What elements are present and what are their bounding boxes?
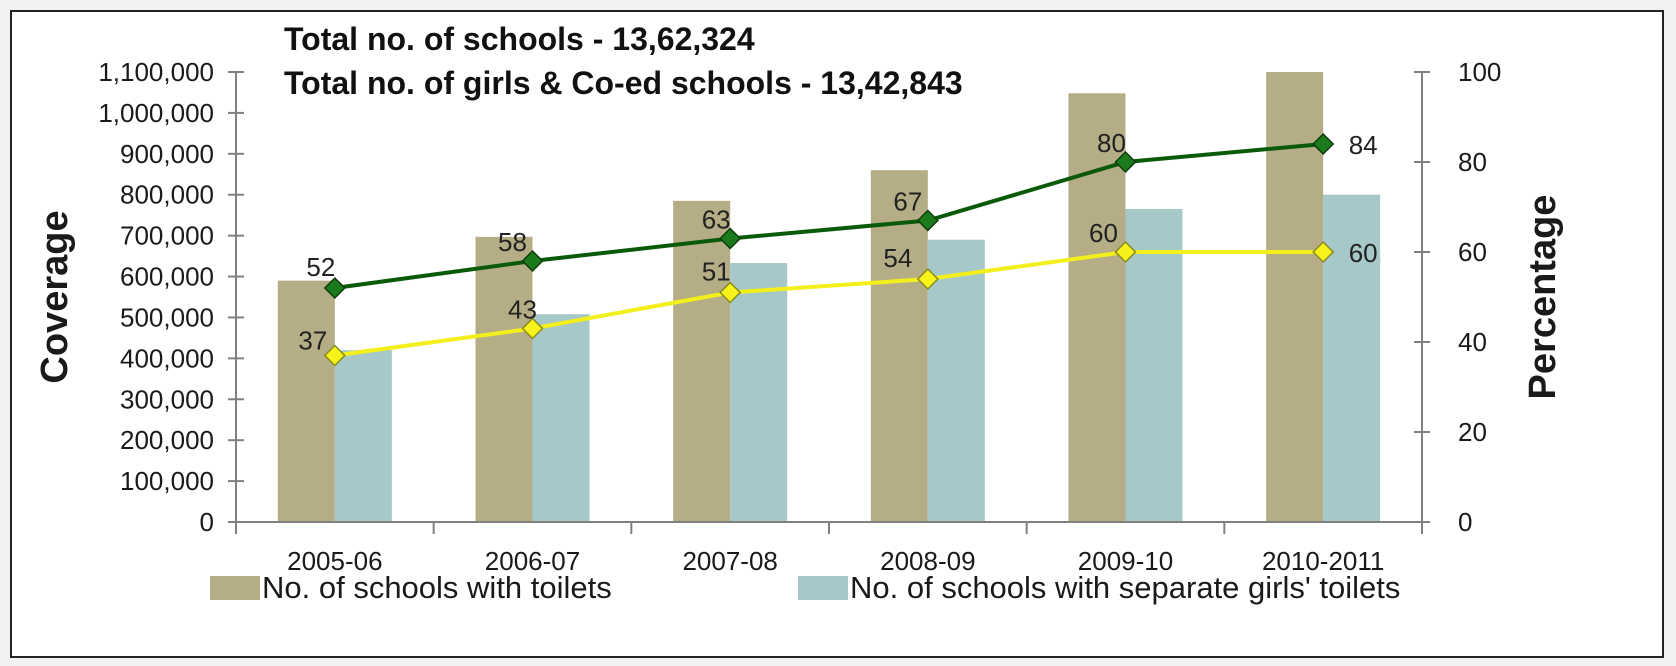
x-tick-label: 2009-10 — [1078, 546, 1173, 576]
left-tick-label: 1,100,000 — [98, 57, 214, 87]
x-tick-label: 2010-2011 — [1262, 546, 1384, 576]
line-marker-2 — [719, 281, 742, 304]
bar-girls-toilets-2010-2011 — [1323, 194, 1381, 522]
chart-frame: 0 100,000 200,000 300,000 400,000 500,000 600,… — [10, 10, 1664, 658]
line-data-label: 63 — [702, 205, 731, 235]
line-marker-2 — [1114, 240, 1137, 264]
left-tick-label: 200,000 — [120, 425, 214, 455]
line-series-2 — [334, 250, 1324, 358]
lines-layer: 52 58 63 67 80 84 37 43 51 54 60 60 — [298, 128, 1378, 367]
line-marker-2 — [916, 267, 939, 291]
left-tick-label: 700,000 — [120, 221, 214, 251]
bar-girls-toilets-2009-10 — [1125, 209, 1183, 522]
line-marker-1 — [323, 276, 346, 300]
left-tick-label: 900,000 — [120, 139, 214, 169]
x-tick-label: 2006-07 — [485, 546, 580, 576]
right-tick-label: 20 — [1458, 417, 1487, 447]
line-marker-2 — [323, 344, 346, 367]
legend-swatch — [210, 576, 260, 600]
bar-girls-toilets-2008-09 — [927, 239, 985, 522]
left-tick-label: 600,000 — [120, 262, 214, 292]
annotation-text: Total no. of girls & Co-ed schools - 13,… — [284, 65, 963, 101]
line-data-label: 37 — [298, 326, 327, 356]
right-tick-label: 0 — [1458, 507, 1472, 537]
line-marker-2 — [521, 317, 544, 340]
line-marker-1 — [521, 249, 544, 273]
legend: No. of schools with toilets No. of school… — [210, 570, 1400, 605]
y2-axis-title: Percentage — [1522, 195, 1564, 400]
right-tick-label: 100 — [1458, 57, 1501, 87]
x-tick-label: 2007-08 — [682, 546, 777, 576]
x-tick-label: 2005-06 — [287, 546, 382, 576]
left-tick-label: 400,000 — [120, 343, 214, 373]
right-tick-label: 40 — [1458, 327, 1487, 357]
line-data-label: 58 — [498, 227, 527, 257]
line-data-label: 80 — [1097, 128, 1126, 158]
y-axis-title: Coverage — [34, 210, 76, 383]
left-tick-label: 300,000 — [120, 384, 214, 414]
left-tick-label: 100,000 — [120, 466, 214, 496]
line-data-label: 54 — [883, 243, 912, 273]
bars-layer — [277, 72, 1381, 522]
bar-toilets-2006-07 — [475, 236, 533, 522]
legend-label: No. of schools with toilets — [262, 570, 612, 605]
right-tick-label: 60 — [1458, 237, 1487, 267]
line-series-1 — [334, 142, 1324, 290]
line-marker-1 — [916, 209, 939, 232]
line-data-label: 84 — [1349, 130, 1378, 160]
line-data-label: 67 — [893, 187, 922, 217]
bar-girls-toilets-2006-07 — [532, 314, 590, 522]
line-data-label: 60 — [1089, 218, 1118, 248]
left-tick-label: 800,000 — [120, 180, 214, 210]
annotation-text: Total no. of schools - 13,62,324 — [284, 21, 755, 57]
bar-girls-toilets-2007-08 — [730, 263, 788, 522]
left-tick-label: 0 — [200, 507, 214, 537]
left-tick-label: 500,000 — [120, 302, 214, 332]
right-tick-label: 80 — [1458, 147, 1487, 177]
line-marker-1 — [1114, 150, 1137, 174]
line-data-label: 51 — [702, 257, 731, 287]
line-data-label: 52 — [306, 252, 335, 282]
bar-toilets-2007-08 — [673, 200, 731, 522]
bar-girls-toilets-2005-06 — [334, 350, 392, 522]
left-tick-label: 1,000,000 — [98, 98, 214, 128]
x-tick-label: 2008-09 — [880, 546, 975, 576]
bar-toilets-2010-2011 — [1266, 72, 1324, 522]
annotations-layer: Total no. of schools - 13,62,324 Total no… — [284, 21, 963, 101]
line-marker-1 — [1312, 132, 1335, 156]
line-marker-1 — [719, 227, 742, 250]
legend-swatch — [798, 576, 848, 600]
axes-layer: 0 100,000 200,000 300,000 400,000 500,000 600,… — [34, 57, 1564, 576]
combo-chart: 0 100,000 200,000 300,000 400,000 500,000 600,… — [34, 21, 1564, 605]
line-data-label: 60 — [1349, 238, 1378, 268]
bar-toilets-2008-09 — [870, 170, 928, 522]
line-data-label: 43 — [508, 295, 537, 325]
bar-toilets-2005-06 — [277, 280, 335, 522]
legend-label: No. of schools with separate girls' toil… — [850, 570, 1400, 605]
line-marker-2 — [1312, 240, 1335, 264]
